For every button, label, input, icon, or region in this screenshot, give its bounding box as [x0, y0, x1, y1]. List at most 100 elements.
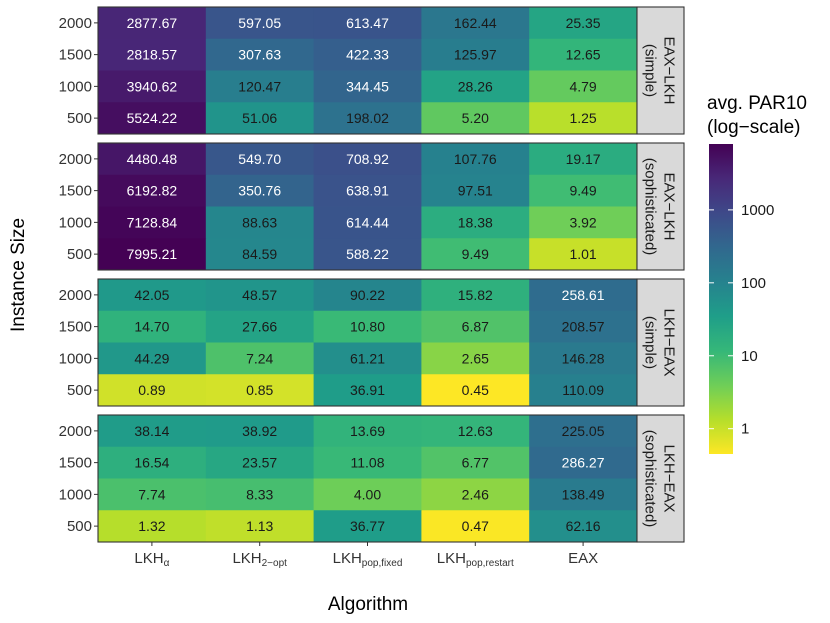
heatmap-cell — [205, 279, 315, 312]
cell-value-label: 350.76 — [238, 183, 281, 199]
heatmap-cell — [313, 143, 422, 176]
x-tick-label: LKHpop,fixed — [333, 550, 403, 569]
legend-title: avg. PAR10 — [707, 93, 807, 114]
cell-value-label: 5524.22 — [127, 110, 178, 126]
heatmap-cell — [313, 174, 422, 207]
legend-tick-label: 1 — [741, 421, 749, 438]
x-tick-label-main: LKH — [333, 550, 362, 567]
cell-value-label: 44.29 — [134, 350, 169, 366]
heatmap-cell — [421, 70, 530, 103]
heatmap-cell — [529, 415, 638, 448]
cell-value-label: 1.25 — [569, 110, 596, 126]
heatmap-cell — [313, 7, 422, 40]
cell-value-label: 110.09 — [562, 382, 604, 398]
heatmap-cell — [205, 415, 315, 448]
cell-value-label: 4480.48 — [127, 151, 178, 167]
facet-strip — [636, 278, 685, 407]
heatmap-cell — [313, 238, 422, 271]
y-tick-label: 1000 — [59, 214, 92, 231]
facet-strip-line: LKH−EAX — [661, 309, 678, 377]
cell-value-label: 3.92 — [569, 214, 596, 230]
cell-value-label: 14.70 — [134, 319, 169, 335]
heatmap-cell — [529, 478, 638, 511]
cell-value-label: 19.17 — [566, 151, 601, 167]
y-tick-label: 500 — [67, 110, 92, 127]
heatmap-cell — [205, 478, 315, 511]
y-axis-title: Instance Size — [8, 218, 29, 332]
heatmap-cell — [313, 102, 422, 135]
heatmap-cell — [98, 510, 207, 543]
heatmap-cell — [205, 7, 315, 40]
heatmap-cell — [98, 374, 207, 407]
facet-strip-line: EAX−LKH — [661, 173, 678, 241]
heatmap-cell — [421, 310, 530, 343]
heatmap-cell — [421, 206, 530, 239]
facet-panel: 42.05 48.57 90.22 15.82 258.61 14.70 27.66 10.8… — [59, 278, 685, 407]
facet-strip — [636, 142, 685, 271]
cell-value-label: 84.59 — [242, 246, 277, 262]
cell-value-label: 125.97 — [454, 47, 497, 63]
cell-value-label: 9.49 — [569, 183, 596, 199]
heatmap-cell — [529, 174, 638, 207]
heatmap-cell — [98, 70, 207, 103]
heatmap-cell — [529, 310, 638, 343]
x-tick-label-main: EAX — [568, 550, 598, 567]
cell-value-label: 7995.21 — [127, 246, 178, 262]
x-tick-label: LKHpop,restart — [437, 550, 514, 569]
cell-value-label: 13.69 — [350, 423, 385, 439]
heatmap-cell — [421, 143, 530, 176]
heatmap-cell — [205, 374, 315, 407]
cell-value-label: 7.74 — [138, 486, 165, 502]
heatmap-cell — [313, 510, 422, 543]
cell-value-label: 4.79 — [569, 78, 596, 94]
cell-value-label: 1.32 — [138, 518, 165, 534]
x-tick-label-main: LKH — [134, 550, 163, 567]
heatmap-cell — [421, 279, 530, 312]
y-tick-label: 1500 — [59, 47, 92, 64]
facet-strip-line: (sophisticated) — [642, 158, 659, 256]
heatmap-cell — [313, 310, 422, 343]
cell-value-label: 11.08 — [351, 455, 385, 471]
cell-value-label: 1.01 — [569, 246, 596, 262]
facet-strip — [636, 6, 685, 135]
cell-value-label: 4.00 — [354, 486, 381, 502]
legend-title: (log−scale) — [707, 117, 800, 138]
heatmap-cell — [529, 374, 638, 407]
heatmap-cell — [205, 174, 315, 207]
cell-value-label: 107.76 — [454, 151, 497, 167]
cell-value-label: 5.20 — [462, 110, 489, 126]
y-tick-label: 2000 — [59, 287, 92, 304]
heatmap-cell — [529, 206, 638, 239]
cell-value-label: 162.44 — [454, 15, 497, 31]
heatmap-cell — [98, 102, 207, 135]
cell-value-label: 28.26 — [458, 78, 493, 94]
heatmap-cell — [529, 510, 638, 543]
y-tick-label: 1000 — [59, 350, 92, 367]
cell-value-label: 2818.57 — [127, 47, 178, 63]
cell-value-label: 48.57 — [242, 287, 277, 303]
heatmap-cell — [313, 38, 422, 71]
cell-value-label: 7.24 — [246, 350, 273, 366]
cell-value-label: 12.63 — [458, 423, 493, 439]
cell-value-label: 2.46 — [462, 486, 489, 502]
cell-value-label: 614.44 — [346, 214, 389, 230]
heatmap-cell — [529, 279, 638, 312]
facet-strip-label: EAX−LKH(simple) — [642, 37, 678, 105]
heatmap-cell — [98, 7, 207, 40]
cell-value-label: 549.70 — [238, 151, 281, 167]
cell-value-label: 708.92 — [346, 151, 389, 167]
cell-value-label: 62.16 — [566, 518, 601, 534]
cell-value-label: 25.35 — [566, 15, 601, 31]
x-tick-label-main: LKH — [232, 550, 261, 567]
y-tick-label: 1000 — [59, 486, 92, 503]
cell-value-label: 90.22 — [350, 287, 385, 303]
facet-strip-line: LKH−EAX — [661, 445, 678, 513]
color-legend: 1 10 100 1000 avg. PAR10 (log−scale) — [707, 93, 807, 454]
heatmap-cell — [205, 446, 315, 479]
heatmap-cell — [421, 174, 530, 207]
y-tick-label: 1500 — [59, 319, 92, 336]
heatmap-cell — [313, 70, 422, 103]
facet-panel: 4480.48 549.70 708.92 107.76 19.17 6192.82 350… — [59, 142, 685, 271]
heatmap-cell — [529, 238, 638, 271]
